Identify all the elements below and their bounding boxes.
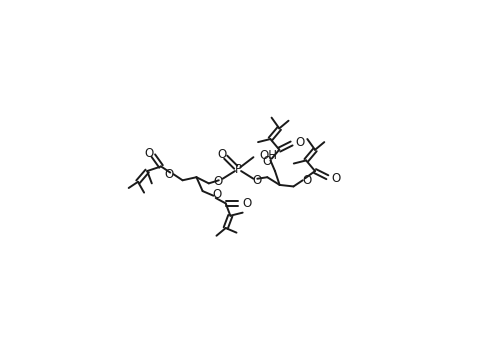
Text: OH: OH: [260, 149, 278, 162]
Text: O: O: [217, 148, 226, 161]
Text: O: O: [262, 154, 271, 167]
Text: O: O: [253, 174, 262, 187]
Text: O: O: [295, 136, 305, 149]
Text: O: O: [243, 197, 252, 210]
Text: O: O: [164, 168, 173, 181]
Text: P: P: [235, 163, 242, 176]
Text: O: O: [213, 175, 222, 188]
Text: O: O: [145, 147, 154, 160]
Text: O: O: [213, 188, 222, 201]
Text: O: O: [302, 174, 311, 187]
Text: O: O: [331, 172, 341, 185]
